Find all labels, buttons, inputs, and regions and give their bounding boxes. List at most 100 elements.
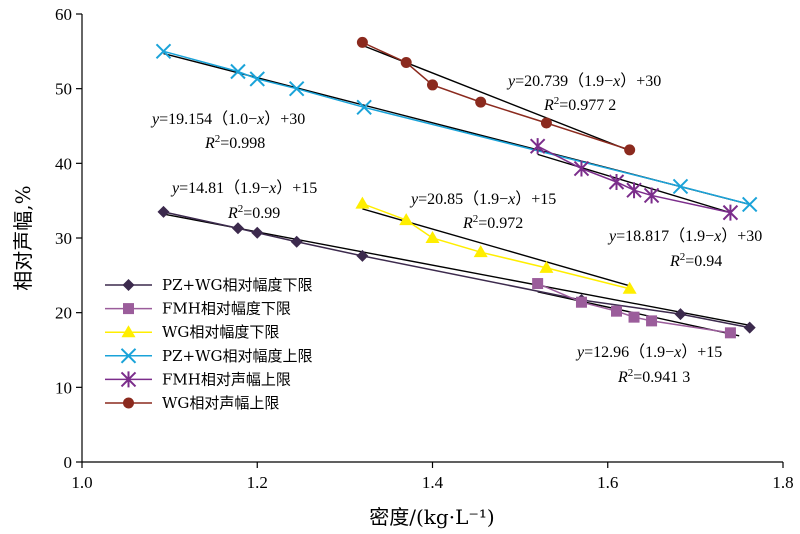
data-point-shape bbox=[399, 213, 414, 226]
equation-text: y=20.85（1.9−x）+15 bbox=[409, 190, 556, 208]
r-squared-text: R2=0.941 3 bbox=[617, 367, 690, 386]
r-exponent: 2 bbox=[628, 367, 634, 379]
x-tick-label: 1.0 bbox=[71, 473, 92, 492]
r-letter: R bbox=[227, 205, 238, 222]
legend-entry: WG相对幅度下限 bbox=[105, 323, 279, 341]
data-point-shape bbox=[624, 144, 636, 156]
equation-end: ）+15 bbox=[681, 343, 722, 361]
data-point-shape bbox=[230, 63, 246, 80]
equation-text: y=18.817（1.9−x）+30 bbox=[607, 227, 762, 245]
r-exponent: 2 bbox=[238, 203, 244, 215]
r-exponent: 2 bbox=[473, 213, 479, 225]
data-point bbox=[473, 245, 488, 258]
legend-marker-shape bbox=[123, 397, 134, 409]
data-point bbox=[290, 235, 303, 248]
data-point bbox=[724, 327, 736, 339]
data-point bbox=[157, 205, 170, 218]
data-point bbox=[356, 36, 368, 48]
data-point-shape bbox=[427, 79, 438, 91]
data-point-shape bbox=[251, 226, 264, 239]
trend-equation: y=14.81（1.9−x）+15 R2=0.99 bbox=[170, 179, 317, 222]
trend-equation: y=18.817（1.9−x）+30 R2=0.94 bbox=[607, 227, 762, 270]
equation-end: ）+30 bbox=[721, 227, 762, 245]
data-point-shape bbox=[231, 222, 244, 235]
legend-entry: FMH相对声幅上限 bbox=[105, 370, 291, 388]
equation-x: x bbox=[507, 191, 515, 208]
legend-label: FMH相对声幅上限 bbox=[162, 370, 291, 388]
data-point-shape bbox=[626, 182, 642, 199]
data-point bbox=[626, 182, 642, 199]
data-point-shape bbox=[473, 245, 488, 258]
r-squared-text: R2=0.99 bbox=[227, 203, 280, 222]
r-squared-text: R2=0.972 bbox=[462, 213, 523, 232]
data-point bbox=[628, 311, 640, 323]
equation-text: y=12.96（1.9−x）+15 bbox=[575, 343, 722, 361]
legend-marker-shape bbox=[120, 348, 137, 364]
data-point-shape bbox=[355, 196, 370, 209]
data-point bbox=[575, 296, 587, 308]
r-squared-value: =0.99 bbox=[243, 205, 280, 222]
y-tick-label: 60 bbox=[55, 5, 72, 24]
r-squared-value: =0.94 bbox=[685, 253, 722, 270]
data-point bbox=[356, 99, 372, 116]
legend-marker bbox=[122, 279, 135, 291]
legend-marker-shape bbox=[121, 325, 136, 338]
data-point bbox=[611, 305, 623, 317]
equation-body: =20.739（1.9− bbox=[515, 72, 613, 90]
data-point-shape bbox=[155, 43, 172, 60]
data-point bbox=[672, 178, 689, 195]
data-point-shape bbox=[575, 296, 587, 308]
series-line bbox=[537, 145, 731, 214]
series-line bbox=[362, 202, 630, 290]
data-point-shape bbox=[674, 308, 687, 321]
series-line bbox=[537, 282, 731, 334]
data-point-shape bbox=[400, 57, 412, 69]
data-point bbox=[425, 231, 440, 243]
r-squared-text: R2=0.94 bbox=[669, 251, 722, 270]
data-point-shape bbox=[722, 204, 739, 221]
legend-label: PZ+WG相对幅度下限 bbox=[162, 276, 312, 294]
equation-y: y bbox=[506, 73, 516, 90]
r-letter: R bbox=[462, 215, 473, 232]
trend-equation: y=12.96（1.9−x）+15 R2=0.941 3 bbox=[575, 343, 722, 386]
data-point-shape bbox=[724, 327, 736, 339]
equation-y: y bbox=[170, 180, 180, 197]
y-tick-label: 0 bbox=[64, 453, 73, 472]
data-point-shape bbox=[672, 178, 689, 195]
data-point bbox=[643, 187, 660, 204]
legend-label: PZ+WG相对幅度上限 bbox=[162, 347, 312, 365]
legend-label: WG相对声幅上限 bbox=[162, 394, 279, 412]
legend-marker-shape bbox=[122, 279, 135, 291]
equation-x: x bbox=[713, 228, 721, 245]
data-point-shape bbox=[628, 311, 640, 323]
equation-y: y bbox=[607, 228, 617, 245]
equation-x: x bbox=[673, 344, 681, 361]
legend-marker bbox=[120, 348, 137, 364]
data-point-shape bbox=[532, 278, 544, 290]
equation-body: =12.96（1.9− bbox=[584, 343, 674, 361]
data-point bbox=[231, 222, 244, 235]
data-point bbox=[646, 315, 658, 327]
equation-end: ）+30 bbox=[264, 110, 305, 128]
data-point bbox=[475, 96, 487, 108]
data-point-shape bbox=[539, 260, 554, 273]
data-point bbox=[743, 321, 756, 334]
r-squared-value: =0.941 3 bbox=[633, 369, 690, 386]
data-point-shape bbox=[643, 187, 660, 204]
data-point bbox=[529, 138, 546, 155]
data-point-shape bbox=[529, 138, 546, 155]
data-point bbox=[539, 260, 554, 273]
data-point bbox=[230, 63, 246, 80]
legend-marker bbox=[123, 303, 134, 315]
r-letter: R bbox=[669, 253, 680, 270]
legend-marker-shape bbox=[120, 371, 137, 388]
data-point bbox=[400, 57, 412, 69]
r-squared-value: =0.972 bbox=[478, 215, 523, 232]
legend-label: WG相对幅度下限 bbox=[162, 323, 279, 341]
x-axis-title: 密度/(kg·L⁻¹) bbox=[369, 505, 494, 529]
equation-text: y=14.81（1.9−x）+15 bbox=[170, 179, 317, 197]
legend-marker bbox=[120, 371, 137, 388]
data-point-shape bbox=[425, 231, 440, 243]
